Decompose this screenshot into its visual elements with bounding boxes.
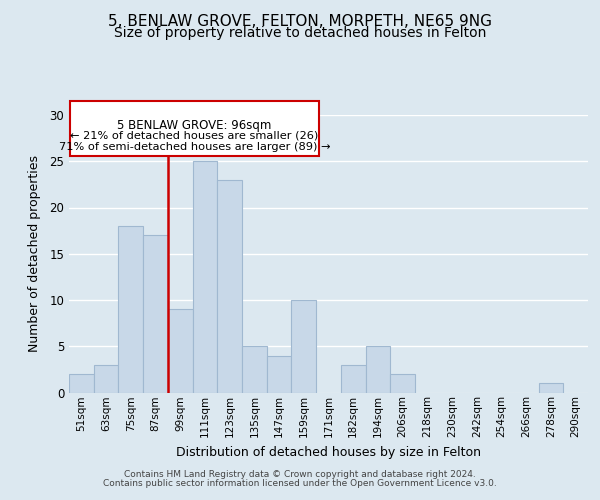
- Bar: [193, 161, 217, 392]
- Text: Contains HM Land Registry data © Crown copyright and database right 2024.: Contains HM Land Registry data © Crown c…: [124, 470, 476, 479]
- Text: Contains public sector information licensed under the Open Government Licence v3: Contains public sector information licen…: [103, 479, 497, 488]
- Bar: [341, 365, 365, 392]
- Bar: [390, 374, 415, 392]
- Bar: [292, 300, 316, 392]
- Bar: [242, 346, 267, 393]
- Text: 5 BENLAW GROVE: 96sqm: 5 BENLAW GROVE: 96sqm: [117, 118, 272, 132]
- Bar: [143, 236, 168, 392]
- Bar: [168, 309, 193, 392]
- Bar: [94, 365, 118, 392]
- Bar: [267, 356, 292, 393]
- X-axis label: Distribution of detached houses by size in Felton: Distribution of detached houses by size …: [176, 446, 481, 458]
- Bar: [365, 346, 390, 393]
- Bar: [217, 180, 242, 392]
- Bar: [539, 383, 563, 392]
- Y-axis label: Number of detached properties: Number of detached properties: [28, 155, 41, 352]
- Bar: [118, 226, 143, 392]
- FancyBboxPatch shape: [70, 101, 319, 156]
- Text: ← 21% of detached houses are smaller (26): ← 21% of detached houses are smaller (26…: [70, 130, 319, 140]
- Text: 5, BENLAW GROVE, FELTON, MORPETH, NE65 9NG: 5, BENLAW GROVE, FELTON, MORPETH, NE65 9…: [108, 14, 492, 29]
- Text: 71% of semi-detached houses are larger (89) →: 71% of semi-detached houses are larger (…: [59, 142, 330, 152]
- Bar: [69, 374, 94, 392]
- Text: Size of property relative to detached houses in Felton: Size of property relative to detached ho…: [114, 26, 486, 40]
